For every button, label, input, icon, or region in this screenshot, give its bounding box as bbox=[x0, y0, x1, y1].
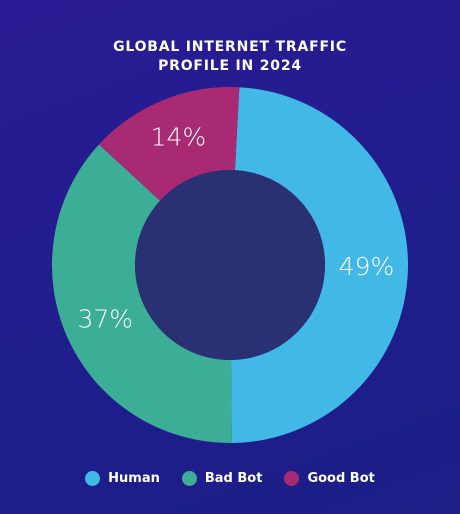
legend-item: Bad Bot bbox=[181, 471, 263, 486]
legend-swatch bbox=[85, 471, 101, 486]
donut-slice bbox=[230, 87, 409, 443]
legend-item: Human bbox=[85, 471, 160, 486]
legend-swatch bbox=[284, 471, 300, 486]
data-label: 14% bbox=[151, 123, 207, 152]
donut-slice bbox=[52, 144, 232, 443]
donut-slice bbox=[98, 87, 240, 201]
data-label: 49% bbox=[339, 252, 395, 281]
legend-label: Bad Bot bbox=[204, 471, 263, 486]
legend-label: Human bbox=[108, 471, 160, 486]
legend-item: Good Bot bbox=[284, 471, 375, 486]
legend-swatch bbox=[181, 471, 197, 486]
data-label: 37% bbox=[78, 305, 134, 334]
donut-hole bbox=[135, 170, 325, 360]
chart-title: GLOBAL INTERNET TRAFFIC PROFILE IN 2024 bbox=[113, 39, 347, 74]
legend-label: Good Bot bbox=[307, 471, 375, 486]
legend: Human Bad Bot Good Bot bbox=[0, 471, 460, 486]
